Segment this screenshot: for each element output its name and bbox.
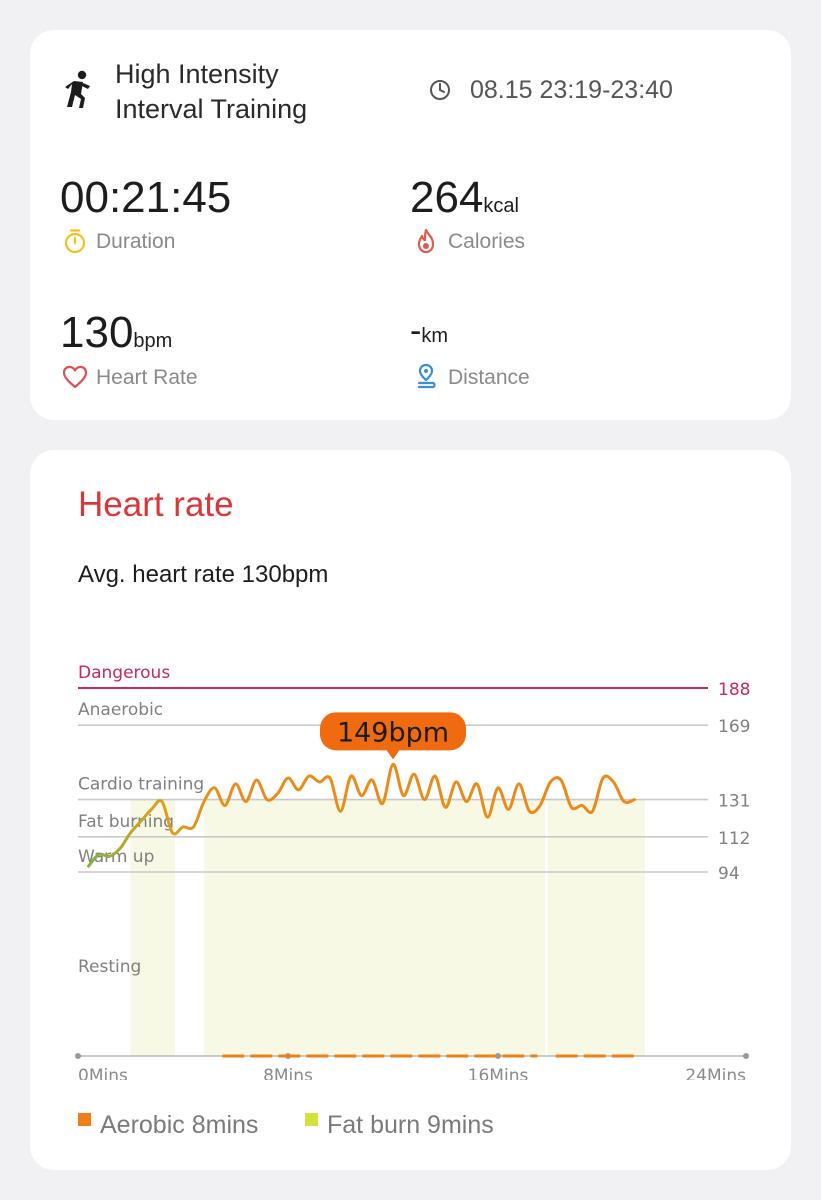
peak-heart-rate-label: 149bpm bbox=[337, 717, 449, 748]
peak-heart-rate-bubble bbox=[320, 712, 466, 751]
calories-value: 264 bbox=[410, 173, 484, 222]
aerobic-legend-swatch bbox=[78, 1113, 91, 1126]
heart-rate-series bbox=[87, 762, 636, 868]
dangerous-threshold-value: 188 bbox=[718, 680, 750, 700]
activity-name-line-1: High Intensity bbox=[115, 59, 279, 89]
aerobic-legend-label: Aerobic 8mins bbox=[100, 1111, 259, 1139]
x-tick-label: 16Mins bbox=[468, 1066, 529, 1080]
anaerobic-zone-label: Anaerobic bbox=[78, 700, 163, 720]
stopwatch-icon bbox=[64, 229, 86, 254]
heart-rate-chart: 188 Dangerous 169 Anaerobic 131 Cardio traini… bbox=[75, 663, 750, 1080]
heart-rate-card: Heart rate Avg. heart rate 130bpm 188 Dan… bbox=[30, 450, 791, 1170]
distance-label: Distance bbox=[448, 366, 530, 389]
workout-summary-card: High Intensity Interval Training 08.15 2… bbox=[30, 30, 791, 420]
distance-stat: -km bbox=[410, 312, 448, 351]
fat-burn-legend-label: Fat burn 9mins bbox=[327, 1111, 494, 1139]
running-person-icon bbox=[65, 70, 90, 108]
heart-rate-line bbox=[87, 762, 636, 868]
duration-stat: 00:21:45 bbox=[60, 173, 231, 223]
route-pin-icon bbox=[417, 363, 436, 389]
x-axis-tick-dot bbox=[495, 1053, 501, 1059]
activity-name-line-2: Interval Training bbox=[115, 94, 308, 124]
x-axis-tick-dot bbox=[743, 1053, 749, 1059]
zone-bands bbox=[130, 799, 645, 1056]
calories-unit: kcal bbox=[483, 195, 519, 217]
x-axis-tick-dot bbox=[75, 1053, 81, 1059]
cardio-training-threshold-value: 131 bbox=[718, 792, 750, 812]
fat-burning-zone-label: Fat burning bbox=[78, 812, 174, 832]
heart-rate-label: Heart Rate bbox=[96, 366, 198, 389]
anaerobic-threshold-value: 169 bbox=[718, 717, 750, 737]
warm-up-threshold-value: 94 bbox=[718, 864, 740, 884]
zone-labels: 188 Dangerous 169 Anaerobic 131 Cardio traini… bbox=[78, 663, 750, 977]
flame-icon bbox=[417, 228, 435, 254]
distance-unit: km bbox=[421, 325, 448, 347]
average-heart-rate-text: Avg. heart rate 130bpm bbox=[78, 561, 329, 588]
fat-burn-legend-swatch bbox=[305, 1113, 318, 1126]
warm-up-zone-label: Warm up bbox=[78, 847, 154, 867]
heart-rate-section-title: Heart rate bbox=[78, 485, 234, 524]
x-tick-label: 0Mins bbox=[78, 1066, 128, 1080]
workout-time-range: 08.15 23:19-23:40 bbox=[470, 76, 673, 104]
duration-label: Duration bbox=[96, 230, 176, 253]
heart-rate-unit: bpm bbox=[133, 330, 173, 352]
cardio-training-zone-label: Cardio training bbox=[78, 775, 204, 795]
fat-burn-zone-band bbox=[204, 799, 546, 1056]
heart-rate-value: 130 bbox=[60, 308, 134, 357]
heart-icon bbox=[62, 365, 88, 389]
x-tick-label: 8Mins bbox=[263, 1066, 313, 1080]
fat-burning-threshold-value: 112 bbox=[718, 829, 750, 849]
x-axis: 0Mins 8Mins 16Mins 24Mins bbox=[75, 1053, 749, 1080]
duration-value: 00:21:45 bbox=[60, 173, 232, 222]
dangerous-zone-label: Dangerous bbox=[78, 663, 170, 683]
fat-burn-zone-band bbox=[130, 799, 176, 1056]
distance-value: - bbox=[410, 312, 422, 350]
resting-zone-label: Resting bbox=[78, 957, 141, 977]
calories-stat: 264kcal bbox=[410, 173, 519, 223]
x-tick-label: 24Mins bbox=[685, 1066, 746, 1080]
heart-rate-stat: 130bpm bbox=[60, 308, 172, 358]
fat-burn-zone-band bbox=[547, 799, 645, 1056]
peak-bubble-pointer bbox=[386, 749, 400, 760]
peak-marker: 149bpm bbox=[320, 712, 466, 760]
clock-icon bbox=[430, 80, 450, 100]
calories-label: Calories bbox=[448, 230, 526, 253]
